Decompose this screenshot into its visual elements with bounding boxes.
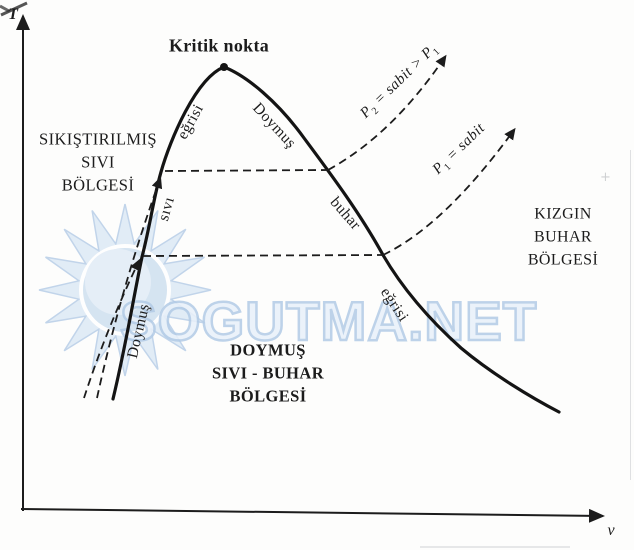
isobar-p2-tie-line (164, 169, 329, 172)
region-line: BÖLGESİ (527, 251, 599, 269)
critical-point-dot (220, 63, 228, 71)
liquid-curve-word-sivi: sıvı (154, 194, 179, 223)
p2-equation: = sabit > P (368, 44, 437, 111)
region-line: BÖLGESİ (61, 175, 135, 195)
region-saturated-mixture: DOYMUŞ SIVI - BUHAR BÖLGESİ (212, 339, 324, 408)
liquid-curve-word-doymus: Doymuş (123, 301, 154, 360)
isobar-p1-label: P1 = sabit (430, 120, 491, 179)
region-line: DOYMUŞ (230, 340, 306, 360)
isobar-p1-tie-line (142, 254, 384, 257)
saturated-liquid-curve (111, 65, 226, 401)
region-line: SIKIŞTIRILMIŞ (39, 129, 157, 149)
scan-artifact (420, 546, 570, 548)
vapor-curve-word-buhar: buhar (326, 193, 365, 234)
region-line: BÖLGESİ (229, 386, 307, 406)
region-line: KIZGIN (534, 205, 592, 223)
region-superheated-vapor: KIZGIN BUHAR BÖLGESİ (528, 203, 598, 272)
y-axis-label: T (8, 6, 18, 23)
isobar-p1-superheat-segment (382, 127, 516, 256)
region-line: SIVI - BUHAR (211, 363, 325, 383)
isobar-p2-compressed-segment (96, 176, 163, 399)
p1-equation: = sabit (440, 120, 489, 168)
isobar-p2-superheat-segment (327, 54, 447, 171)
region-line: SIVI (81, 152, 115, 172)
isobar-p1-compressed-segment (83, 258, 141, 399)
x-axis (20, 508, 605, 523)
scan-artifact (0, 4, 10, 13)
scan-artifact (630, 150, 631, 480)
isobar-p2-label: P2 = sabit > P1 (357, 40, 442, 123)
vapor-curve-word-egrisi: eğrisi (376, 284, 412, 325)
region-compressed-liquid: SIKIŞTIRILMIŞ SIVI BÖLGESİ (39, 128, 157, 197)
liquid-curve-word-egrisi: eğrisi (174, 101, 208, 143)
critical-point-label: Kritik nokta (168, 35, 270, 56)
vapor-curve-word-doymus: Doymuş (249, 99, 300, 152)
scan-artifact (0, 1, 28, 17)
region-line: BUHAR (533, 228, 593, 246)
scan-artifact: + (600, 170, 611, 185)
x-axis-label: v (607, 522, 615, 539)
watermark-text: SOGUTMA.NET (119, 289, 538, 354)
